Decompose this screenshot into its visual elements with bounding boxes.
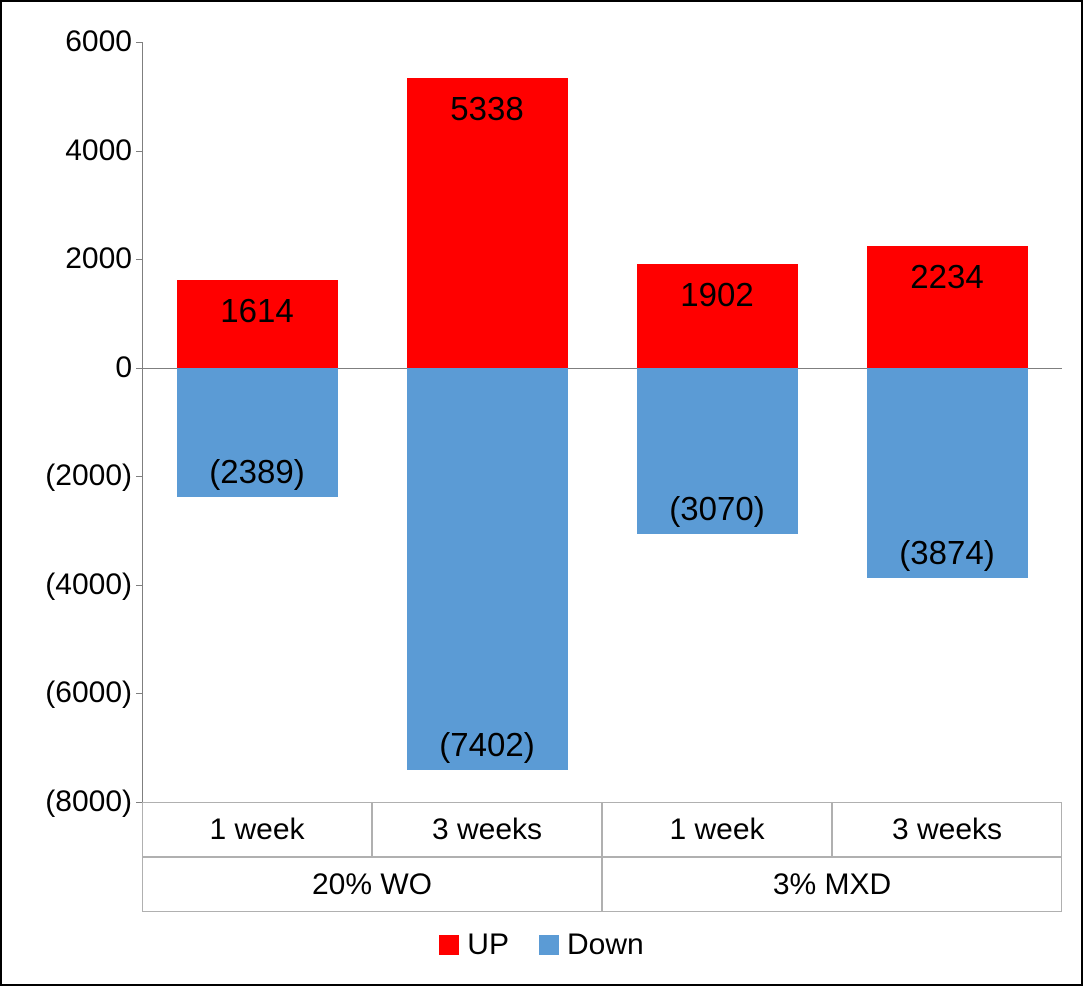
ytick-label: 6000 (65, 25, 142, 59)
plot-area: 6000400020000(2000)(4000)(6000)(8000)161… (142, 42, 1062, 802)
bar-label-up: 5338 (450, 90, 523, 128)
ytick-label: 0 (115, 351, 142, 385)
bar-label-up: 1902 (680, 276, 753, 314)
chart-frame: 6000 4000 2000 0 (2000) (4000) (6000) (8000) 161… (0, 0, 1083, 986)
ytick-label: (8000) (45, 785, 142, 819)
ytick-label: (4000) (45, 568, 142, 602)
legend-item-down: Down (539, 928, 644, 962)
category-label: 1 week (142, 802, 372, 857)
legend: UP Down (2, 928, 1081, 962)
category-label: 3 weeks (832, 802, 1062, 857)
group-label: 3% MXD (602, 857, 1062, 912)
legend-item-up: UP (439, 928, 509, 962)
legend-label-down: Down (567, 928, 644, 962)
group-label: 20% WO (142, 857, 602, 912)
ytick-label: (6000) (45, 676, 142, 710)
bar-label-down: (3874) (899, 534, 994, 572)
bar-label-down: (7402) (439, 726, 534, 764)
bar-label-up: 2234 (910, 258, 983, 296)
legend-swatch-up (439, 935, 459, 955)
category-label: 3 weeks (372, 802, 602, 857)
ytick-label: 4000 (65, 134, 142, 168)
legend-swatch-down (539, 935, 559, 955)
y-axis-line (142, 42, 143, 802)
ytick-label: (2000) (45, 459, 142, 493)
bar-label-down: (2389) (209, 453, 304, 491)
bar-label-down: (3070) (669, 490, 764, 528)
bar-down (407, 368, 568, 770)
category-label: 1 week (602, 802, 832, 857)
ytick-label: 2000 (65, 242, 142, 276)
bar-label-up: 1614 (220, 292, 293, 330)
legend-label-up: UP (467, 928, 509, 962)
